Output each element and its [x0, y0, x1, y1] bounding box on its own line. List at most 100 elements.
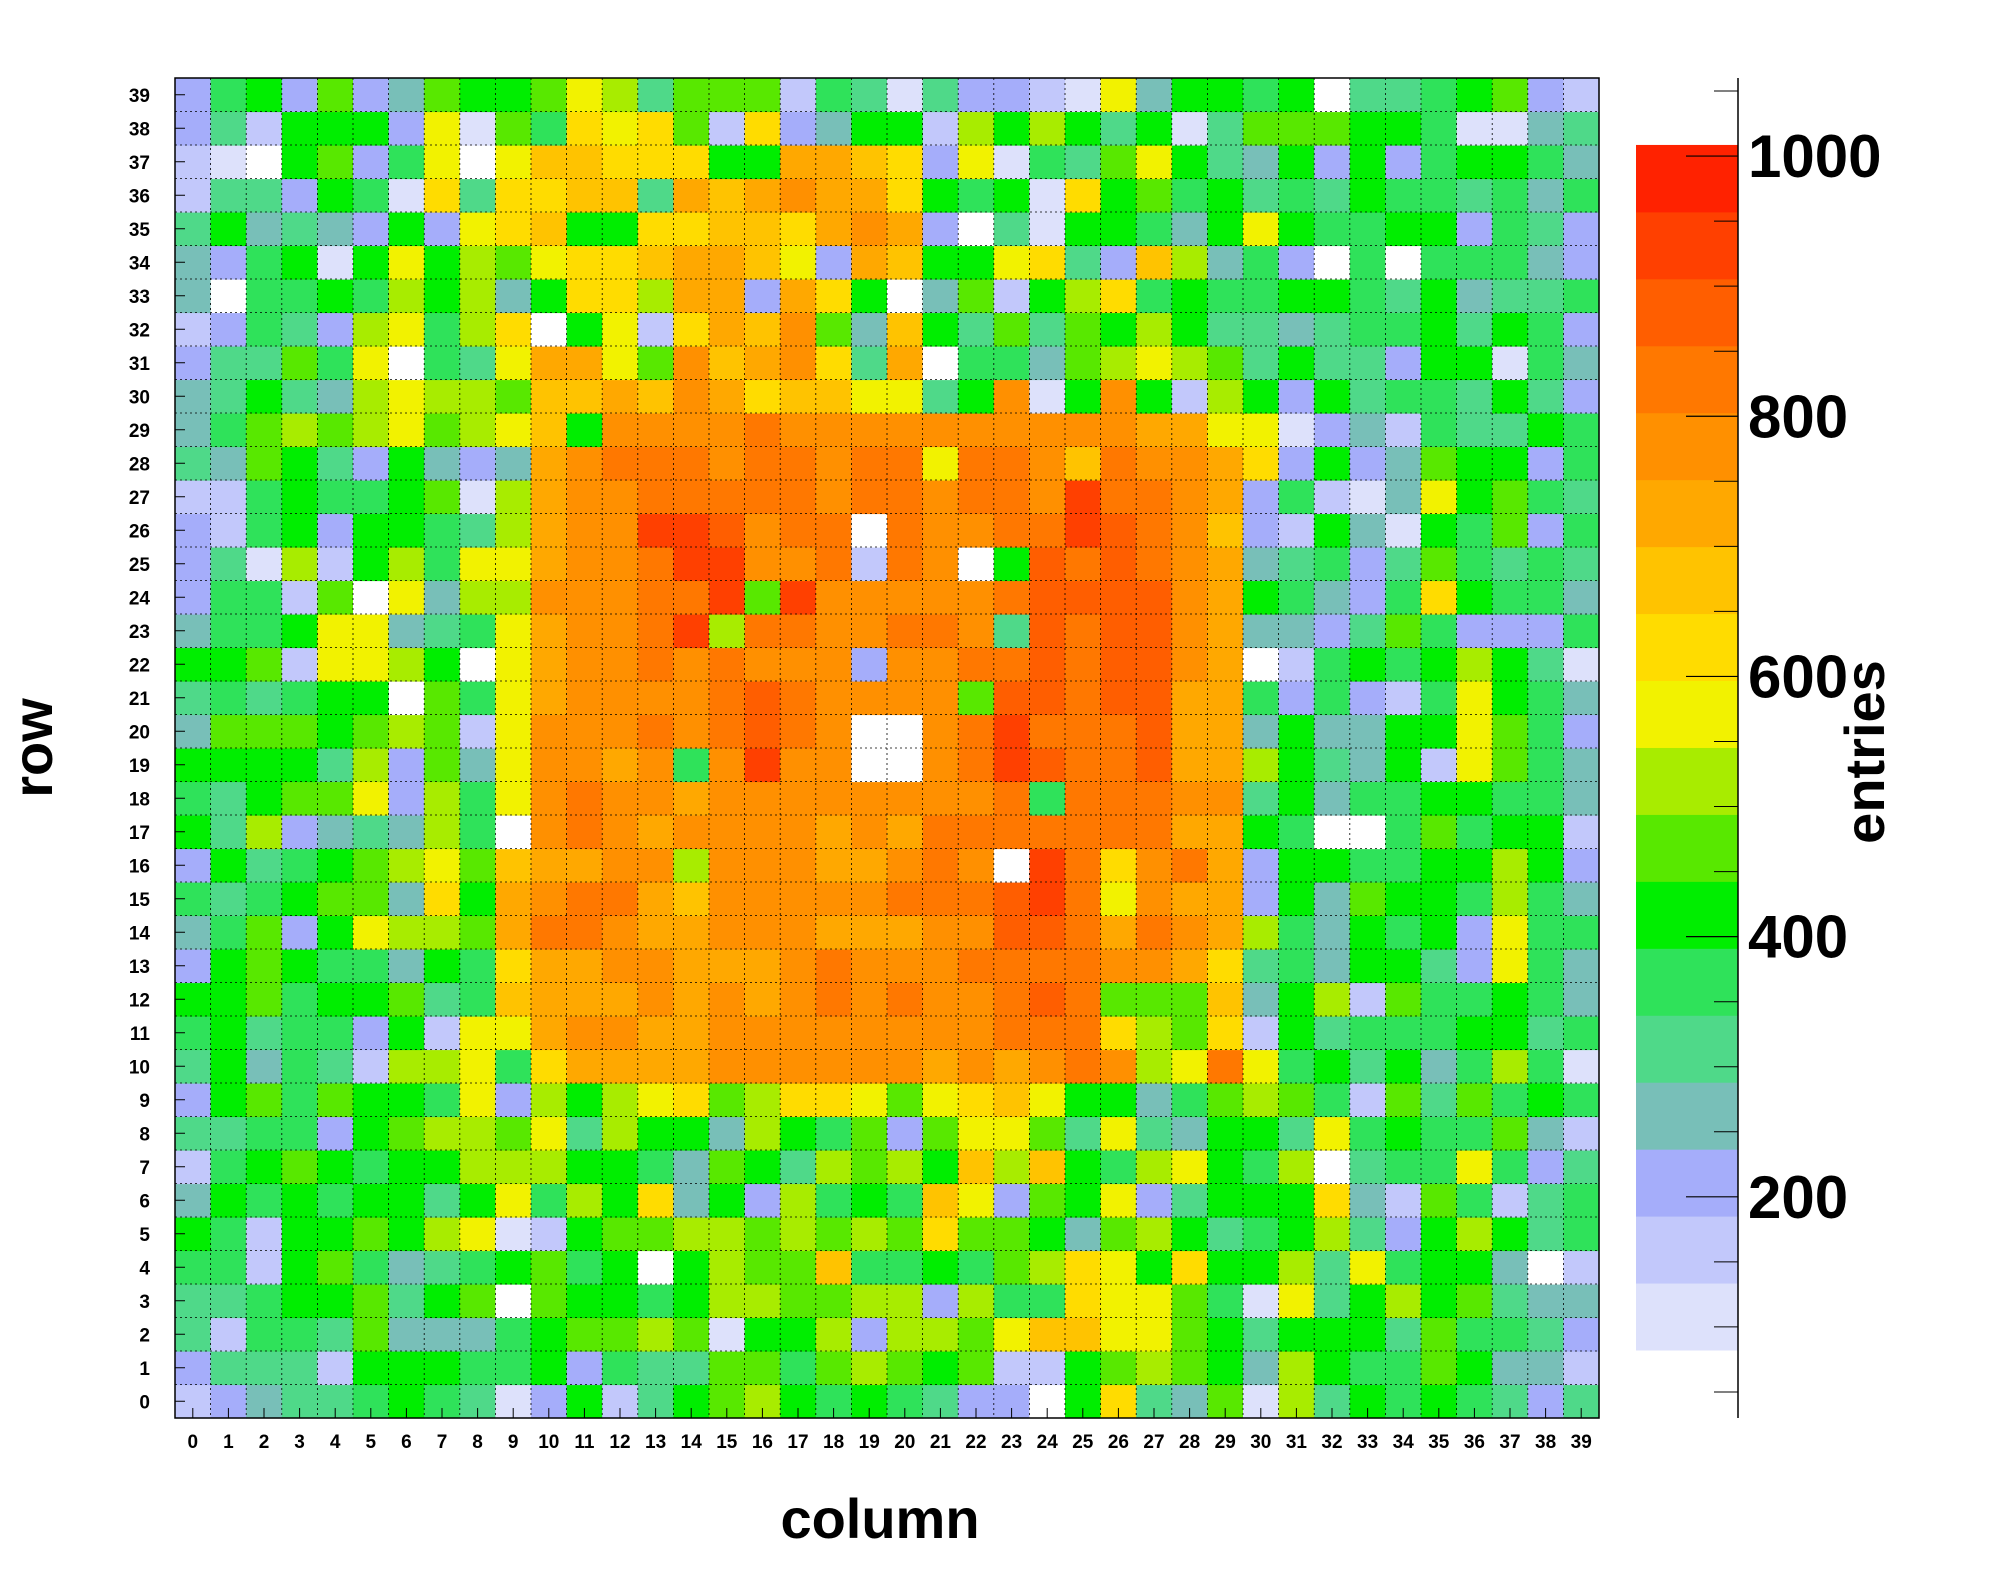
x-tick-label: 32 [1321, 1432, 1342, 1453]
heatmap-cell-r11-c31 [1278, 1016, 1315, 1051]
heatmap-cell-r18-c27 [1136, 781, 1173, 816]
heatmap-cell-r37-c30 [1243, 145, 1280, 180]
heatmap-cell-r30-c36 [1456, 379, 1493, 414]
heatmap-cell-r39-c11 [566, 78, 603, 113]
heatmap-cell-r7-c21 [922, 1150, 959, 1185]
heatmap-cell-r18-c16 [744, 781, 781, 816]
heatmap-cell-r36-c24 [1029, 178, 1066, 213]
heatmap-cell-r8-c23 [993, 1116, 1030, 1151]
heatmap-cell-r39-c7 [424, 78, 461, 113]
heatmap-cell-r23-c13 [637, 614, 674, 649]
heatmap-cell-r13-c22 [958, 949, 995, 984]
heatmap-cell-r36-c13 [637, 178, 674, 213]
color-scale-segment [1636, 814, 1738, 882]
heatmap-cell-r11-c17 [780, 1016, 817, 1051]
heatmap-cell-r8-c25 [1065, 1116, 1102, 1151]
heatmap-cell-r11-c30 [1243, 1016, 1280, 1051]
y-tick-label: 28 [129, 454, 150, 475]
heatmap-cell-r7-c17 [780, 1150, 817, 1185]
heatmap-cell-r9-c32 [1314, 1083, 1351, 1118]
heatmap-cell-r31-c22 [958, 346, 995, 381]
heatmap-cell-r17-c39 [1563, 815, 1600, 850]
heatmap-cell-r33-c18 [815, 279, 852, 314]
heatmap-cell-r28-c33 [1349, 446, 1386, 481]
heatmap-cell-r4-c31 [1278, 1250, 1315, 1285]
heatmap-cell-r2-c17 [780, 1317, 817, 1352]
heatmap-cell-r31-c18 [815, 346, 852, 381]
heatmap-cell-r38-c4 [317, 111, 354, 146]
heatmap-cell-r7-c34 [1385, 1150, 1422, 1185]
heatmap-cell-r30-c5 [353, 379, 390, 414]
heatmap-cell-r32-c36 [1456, 312, 1493, 347]
x-tick-label: 2 [259, 1432, 270, 1453]
heatmap-cell-r20-c11 [566, 714, 603, 749]
heatmap-cell-r19-c9 [495, 748, 532, 783]
heatmap-cell-r10-c2 [246, 1049, 283, 1084]
heatmap-cell-r17-c1 [210, 815, 247, 850]
heatmap-cell-r28-c1 [210, 446, 247, 481]
heatmap-cell-r9-c38 [1527, 1083, 1564, 1118]
heatmap-cell-r19-c26 [1100, 748, 1137, 783]
heatmap-cell-r18-c30 [1243, 781, 1280, 816]
heatmap-cell-r2-c24 [1029, 1317, 1066, 1352]
heatmap-cell-r34-c34 [1385, 245, 1422, 280]
heatmap-cell-r22-c9 [495, 647, 532, 682]
heatmap-cell-r36-c10 [531, 178, 568, 213]
heatmap-cell-r20-c36 [1456, 714, 1493, 749]
heatmap-cell-r17-c34 [1385, 815, 1422, 850]
heatmap-cell-r38-c36 [1456, 111, 1493, 146]
heatmap-cell-r11-c14 [673, 1016, 710, 1051]
heatmap-cell-r7-c24 [1029, 1150, 1066, 1185]
heatmap-cell-r36-c34 [1385, 178, 1422, 213]
heatmap-cell-r36-c27 [1136, 178, 1173, 213]
heatmap-cell-r12-c5 [353, 982, 390, 1017]
heatmap-cell-r35-c3 [281, 212, 318, 247]
x-tick-label: 38 [1535, 1432, 1556, 1453]
heatmap-cell-r35-c23 [993, 212, 1030, 247]
heatmap-cell-r15-c1 [210, 882, 247, 917]
heatmap-cell-r13-c36 [1456, 949, 1493, 984]
heatmap-cell-r21-c1 [210, 681, 247, 716]
heatmap-cell-r24-c28 [1171, 580, 1208, 615]
heatmap-cell-r13-c5 [353, 949, 390, 984]
heatmap-cell-r39-c8 [459, 78, 496, 113]
heatmap-cell-r7-c8 [459, 1150, 496, 1185]
heatmap-cell-r5-c22 [958, 1217, 995, 1252]
heatmap-cell-r35-c18 [815, 212, 852, 247]
heatmap-cell-r4-c7 [424, 1250, 461, 1285]
heatmap-cell-r12-c19 [851, 982, 888, 1017]
heatmap-cell-r22-c25 [1065, 647, 1102, 682]
heatmap-cell-r7-c28 [1171, 1150, 1208, 1185]
heatmap-cell-r14-c18 [815, 915, 852, 950]
heatmap-cell-r27-c22 [958, 480, 995, 515]
heatmap-cell-r24-c29 [1207, 580, 1244, 615]
heatmap-cell-r10-c39 [1563, 1049, 1600, 1084]
heatmap-cell-r8-c29 [1207, 1116, 1244, 1151]
x-tick-label: 22 [965, 1432, 986, 1453]
heatmap-cell-r14-c37 [1492, 915, 1529, 950]
heatmap-cell-r12-c30 [1243, 982, 1280, 1017]
heatmap-cell-r27-c25 [1065, 480, 1102, 515]
heatmap-cell-r28-c17 [780, 446, 817, 481]
heatmap-cell-r11-c19 [851, 1016, 888, 1051]
heatmap-cell-r38-c27 [1136, 111, 1173, 146]
heatmap-cell-r37-c2 [246, 145, 283, 180]
heatmap-cell-r14-c32 [1314, 915, 1351, 950]
heatmap-cell-r30-c3 [281, 379, 318, 414]
y-tick-label: 35 [129, 220, 151, 241]
heatmap-cell-r11-c38 [1527, 1016, 1564, 1051]
heatmap-cell-r22-c35 [1421, 647, 1458, 682]
heatmap-cell-r1-c34 [1385, 1351, 1422, 1386]
heatmap-cell-r37-c10 [531, 145, 568, 180]
heatmap-cell-r13-c25 [1065, 949, 1102, 984]
color-scale-segment [1636, 412, 1738, 481]
heatmap-cell-r22-c24 [1029, 647, 1066, 682]
heatmap-cell-r3-c3 [281, 1284, 318, 1319]
heatmap-cell-r18-c31 [1278, 781, 1315, 816]
heatmap-cell-r1-c3 [281, 1351, 318, 1386]
heatmap-cell-r19-c25 [1065, 748, 1102, 783]
heatmap-cell-r38-c29 [1207, 111, 1244, 146]
heatmap-cell-r12-c6 [388, 982, 425, 1017]
heatmap-cell-r26-c18 [815, 513, 852, 548]
color-scale-segment [1636, 747, 1738, 815]
